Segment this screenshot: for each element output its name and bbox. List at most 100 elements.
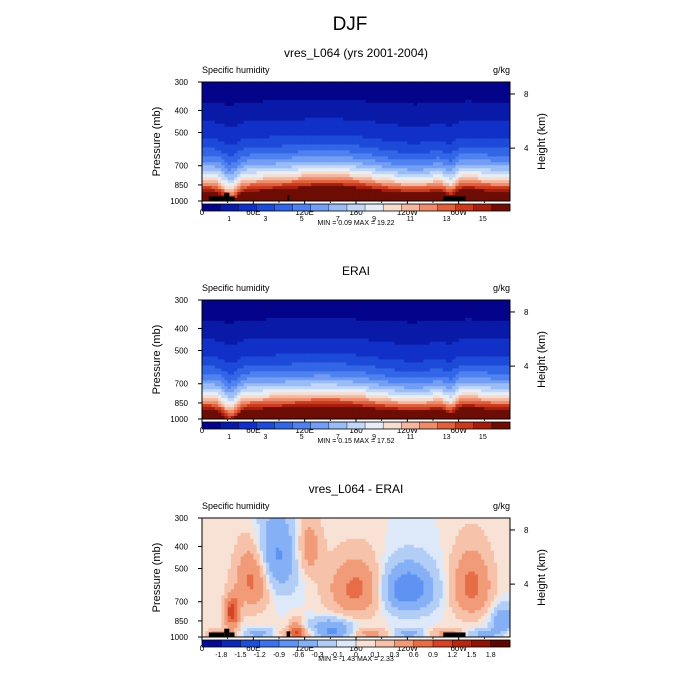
- right-axis-label: Height (km): [536, 113, 548, 170]
- x-tick-label: 120W: [397, 426, 418, 435]
- page-title: DJF: [333, 14, 368, 35]
- colorbar-label: 13: [443, 216, 451, 223]
- colorbar-box: [317, 640, 338, 647]
- panel-title: vres_L064 - ERAI: [309, 482, 404, 496]
- y-tick-label: 500: [175, 128, 189, 137]
- colorbar-label: 0.9: [428, 652, 438, 659]
- x-tick-label: 180: [349, 426, 363, 435]
- colorbar-box: [310, 204, 330, 211]
- y-tick-label: 1000: [170, 633, 188, 642]
- colorbar-box: [473, 422, 493, 429]
- x-tick-label: 60W: [450, 426, 467, 435]
- colorbar-box: [336, 640, 357, 647]
- colorbar-box: [292, 204, 312, 211]
- right-tick-label: 4: [524, 580, 529, 589]
- right-tick-label: 4: [524, 362, 529, 371]
- right-tick-label: 8: [524, 308, 529, 317]
- y-tick-label: 850: [175, 399, 189, 408]
- colorbar-box: [274, 422, 293, 429]
- colorbar-label: -0.1: [331, 652, 343, 659]
- x-tick-label: 180: [349, 208, 363, 217]
- colorbar-label: 0.6: [409, 652, 419, 659]
- topography-mask: [208, 632, 225, 637]
- colorbar-box: [238, 422, 257, 429]
- y-tick-label: 700: [175, 598, 189, 607]
- colorbar-box: [491, 422, 511, 429]
- topography-mask: [443, 196, 466, 201]
- colorbar-box: [394, 640, 415, 647]
- contour-field: [202, 518, 510, 637]
- right-axis-label: Height (km): [536, 331, 548, 388]
- x-tick-label: 0: [200, 426, 205, 435]
- y-tick-label: 700: [175, 162, 189, 171]
- colorbar-label: 0: [354, 652, 358, 659]
- topography-mask: [224, 628, 230, 637]
- colorbar-box: [401, 422, 420, 429]
- colorbar-box: [346, 204, 366, 211]
- y-axis-label: Pressure (mb): [151, 543, 163, 613]
- colorbar-box: [375, 640, 395, 647]
- x-tick-label: 120W: [397, 644, 418, 653]
- y-tick-label: 500: [175, 564, 189, 573]
- colorbar-box: [491, 204, 511, 211]
- right-axis-label: Height (km): [536, 549, 548, 606]
- colorbar-box: [292, 422, 312, 429]
- x-tick-label: 180: [349, 644, 363, 653]
- y-axis-label: Pressure (mb): [151, 325, 163, 395]
- colorbar-label: 3: [263, 216, 267, 223]
- x-tick-label: 120E: [295, 208, 314, 217]
- colorbar-label: -1.5: [234, 652, 246, 659]
- chart-panel-1: vres_L064 (yrs 2001-2004) Specific humidi…: [151, 46, 548, 227]
- colorbar-label: 5: [300, 216, 304, 223]
- x-tick-label: 0: [200, 644, 205, 653]
- x-tick-label: 60W: [450, 644, 467, 653]
- colorbar-box: [346, 422, 366, 429]
- colorbar-label: 0.1: [370, 652, 380, 659]
- variable-label: Specific humidity: [202, 65, 270, 75]
- colorbar-label: 15: [479, 434, 487, 441]
- topography-mask: [224, 192, 230, 201]
- chart-panel-3: vres_L064 - ERAI Specific humidity g/kg 300…: [151, 482, 548, 663]
- units-label: g/kg: [493, 65, 510, 75]
- colorbar-box: [365, 422, 384, 429]
- min-max-stats: MIN = 0.15 MAX = 17.52: [317, 438, 394, 445]
- colorbar-box: [455, 204, 475, 211]
- x-tick-label: 120E: [295, 426, 314, 435]
- colorbar-label: -0.3: [311, 652, 323, 659]
- panel-title: ERAI: [342, 264, 370, 278]
- topography-mask: [287, 195, 290, 201]
- colorbar-box: [437, 422, 456, 429]
- variable-label: Specific humidity: [202, 501, 270, 511]
- colorbar: 1 3 5 7 9 11 13 15: [201, 421, 511, 441]
- colorbar-label: 5: [300, 434, 304, 441]
- colorbar-label: -0.6: [292, 652, 304, 659]
- colorbar-box: [419, 422, 438, 429]
- colorbar-label: 0.3: [390, 652, 400, 659]
- colorbar-box: [471, 640, 492, 647]
- colorbar-label: 11: [407, 216, 414, 223]
- colorbar-box: [220, 422, 239, 429]
- colorbar-box: [238, 204, 257, 211]
- colorbar-box: [202, 422, 221, 429]
- colorbar-box: [490, 640, 511, 647]
- colorbar-box: [356, 640, 376, 647]
- x-tick-label: 60E: [246, 208, 260, 217]
- colorbar-label: 1.8: [486, 652, 496, 659]
- colorbar-box: [220, 204, 239, 211]
- variable-label: Specific humidity: [202, 283, 270, 293]
- colorbar-label: 1.5: [467, 652, 477, 659]
- colorbar-label: 1: [227, 434, 231, 441]
- colorbar-label: 15: [479, 216, 487, 223]
- colorbar-box: [473, 204, 493, 211]
- y-tick-label: 1000: [170, 197, 188, 206]
- y-tick-label: 400: [175, 542, 189, 551]
- units-label: g/kg: [493, 501, 510, 511]
- y-tick-label: 500: [175, 346, 189, 355]
- y-tick-label: 300: [175, 78, 189, 87]
- topography-mask: [286, 631, 291, 637]
- colorbar-label: 1: [227, 216, 231, 223]
- colorbar-label: 9: [372, 434, 376, 441]
- colorbar-label: 3: [263, 434, 267, 441]
- y-tick-label: 400: [175, 324, 189, 333]
